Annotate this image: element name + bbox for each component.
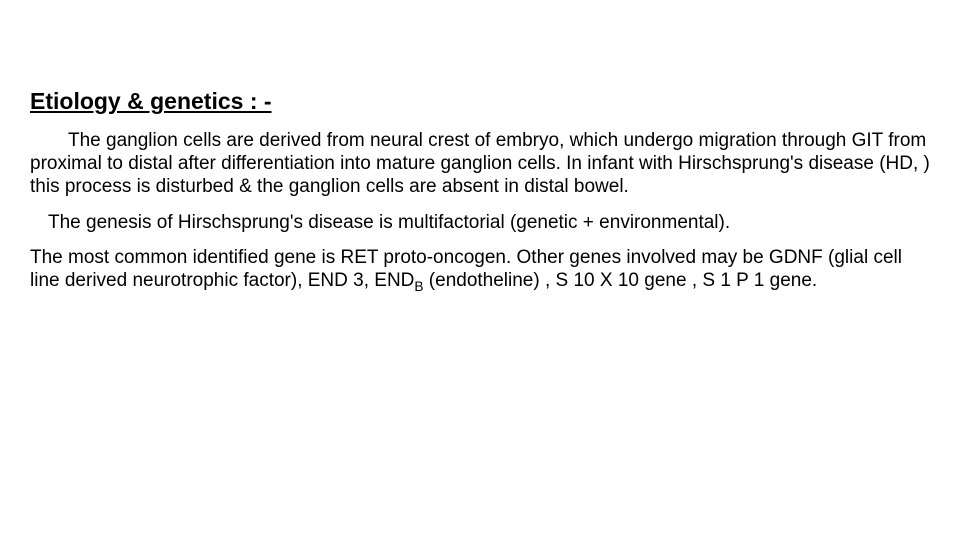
paragraph-1: The ganglion cells are derived from neur…	[30, 129, 930, 199]
section-heading: Etiology & genetics : -	[30, 88, 930, 115]
paragraph-3: The most common identified gene is RET p…	[30, 246, 930, 292]
paragraph-2: The genesis of Hirschsprung's disease is…	[30, 211, 930, 234]
subscript-b: B	[414, 279, 423, 294]
paragraph-3-part-b: (endotheline) , S 10 X 10 gene , S 1 P 1…	[424, 270, 818, 291]
